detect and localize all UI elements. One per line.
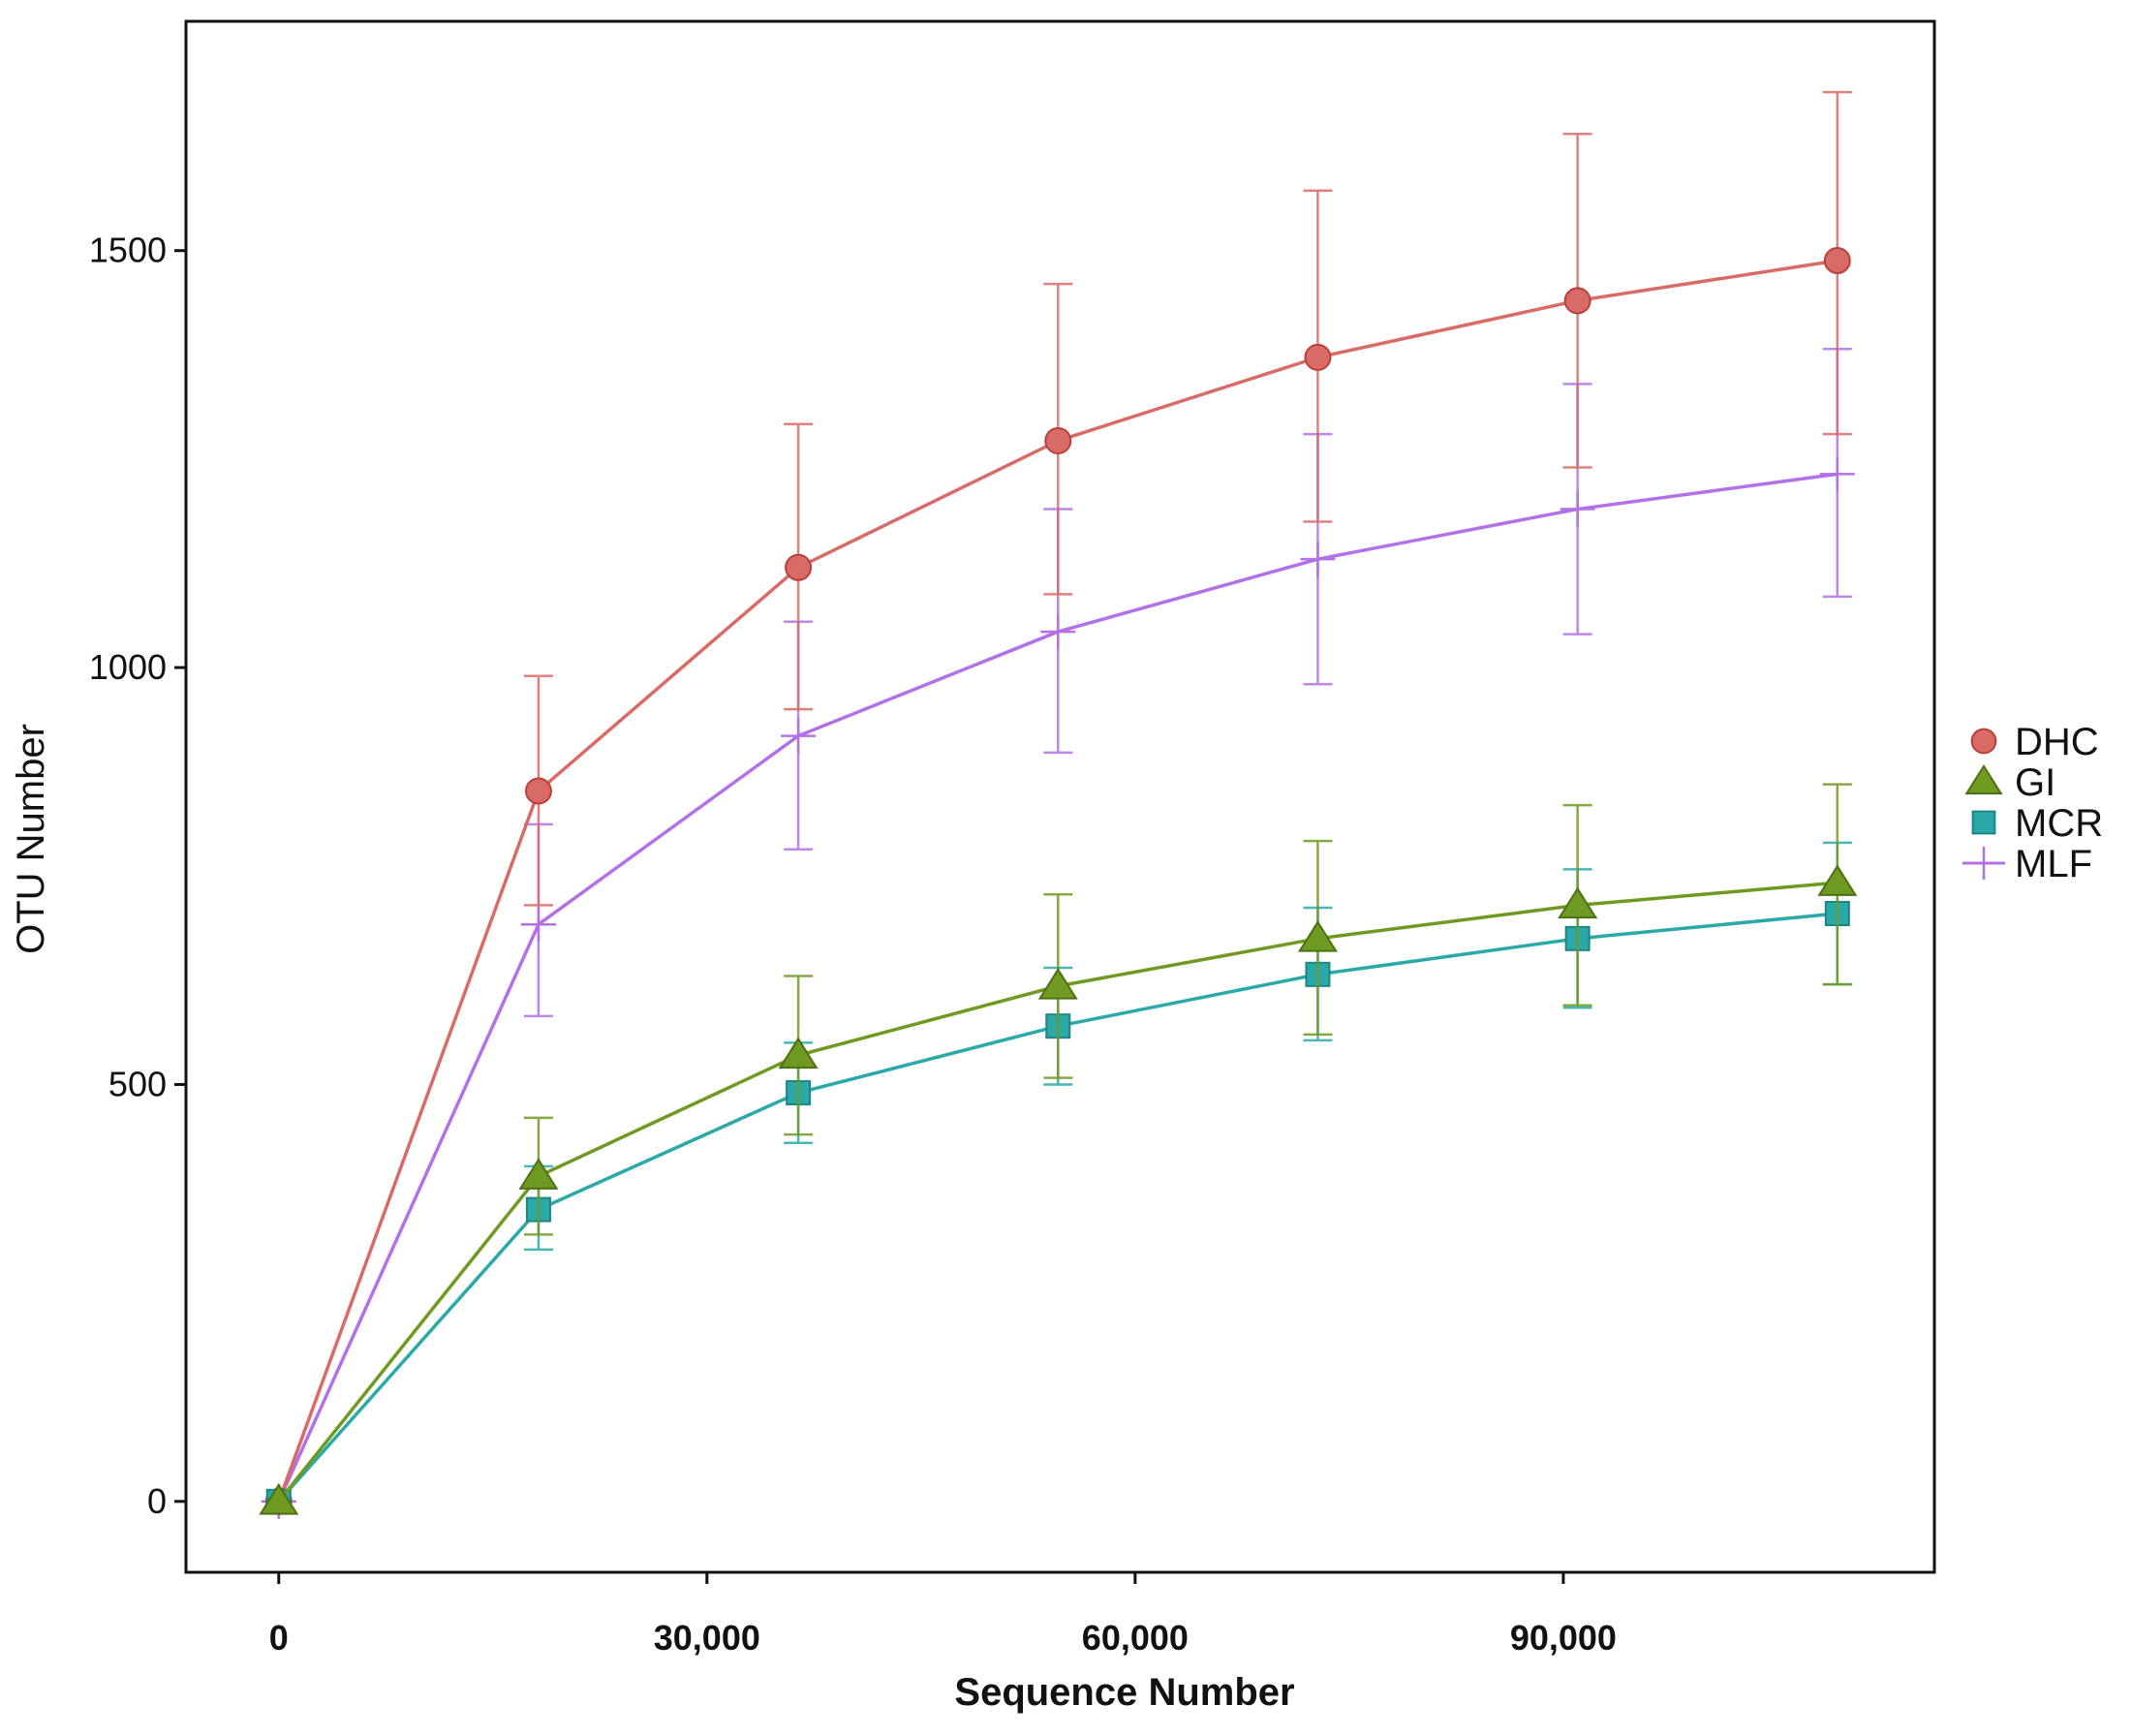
legend-item-dhc: DHC [1970, 721, 2099, 763]
point-dhc [785, 553, 813, 581]
x-tick-label: 0 [269, 1618, 289, 1658]
series-dhc [264, 90, 1852, 1515]
point-dhc [1304, 343, 1332, 371]
legend-label-dhc: DHC [2015, 721, 2099, 763]
point-gi [1558, 886, 1598, 919]
legend-key-mlf [1966, 846, 2001, 881]
y-tick-label: 1500 [89, 231, 167, 270]
point-gi [1297, 919, 1338, 952]
legend-item-mcr: MCR [1971, 802, 2103, 845]
point-gi [778, 1037, 819, 1070]
legend-item-mlf: MLF [1962, 843, 2092, 885]
legend-key-mcr [1971, 810, 1996, 835]
point-mlf [1300, 542, 1336, 577]
point-mlf [1040, 614, 1076, 650]
legend-key-gi [1964, 763, 2003, 795]
point-mlf [781, 718, 817, 754]
point-gi [1037, 968, 1078, 1000]
x-tick-label: 90,000 [1510, 1618, 1617, 1658]
point-mlf [520, 907, 556, 943]
x-axis: 0 30,000 60,000 90,000 [269, 1572, 1617, 1658]
legend-item-gi: GI [1964, 761, 2055, 804]
point-dhc [1823, 247, 1851, 275]
point-dhc [1563, 287, 1591, 315]
x-tick-label: 60,000 [1082, 1618, 1189, 1658]
x-tick-label: 30,000 [654, 1618, 760, 1658]
y-tick-label: 0 [147, 1481, 167, 1521]
point-dhc [524, 777, 552, 805]
plot-frame [184, 19, 1936, 1574]
series-gi [259, 783, 1858, 1515]
point-dhc [1044, 426, 1072, 454]
legend-label-gi: GI [2015, 761, 2055, 804]
point-mlf [1560, 491, 1595, 527]
y-tick-label: 1000 [89, 647, 167, 687]
y-axis: 0 500 1000 1500 [89, 231, 186, 1521]
legend-label-mcr: MCR [2015, 802, 2103, 845]
point-gi [259, 1482, 299, 1515]
legend-label-mlf: MLF [2015, 843, 2092, 885]
point-mlf [1819, 456, 1855, 492]
legend-key-dhc [1970, 728, 1997, 755]
x-axis-title: Sequence Number [954, 1671, 1294, 1714]
y-axis-title: OTU Number [10, 724, 52, 954]
point-gi [1817, 864, 1858, 896]
point-gi [518, 1158, 559, 1190]
y-tick-label: 500 [108, 1064, 167, 1103]
plot-area [259, 90, 1858, 1519]
